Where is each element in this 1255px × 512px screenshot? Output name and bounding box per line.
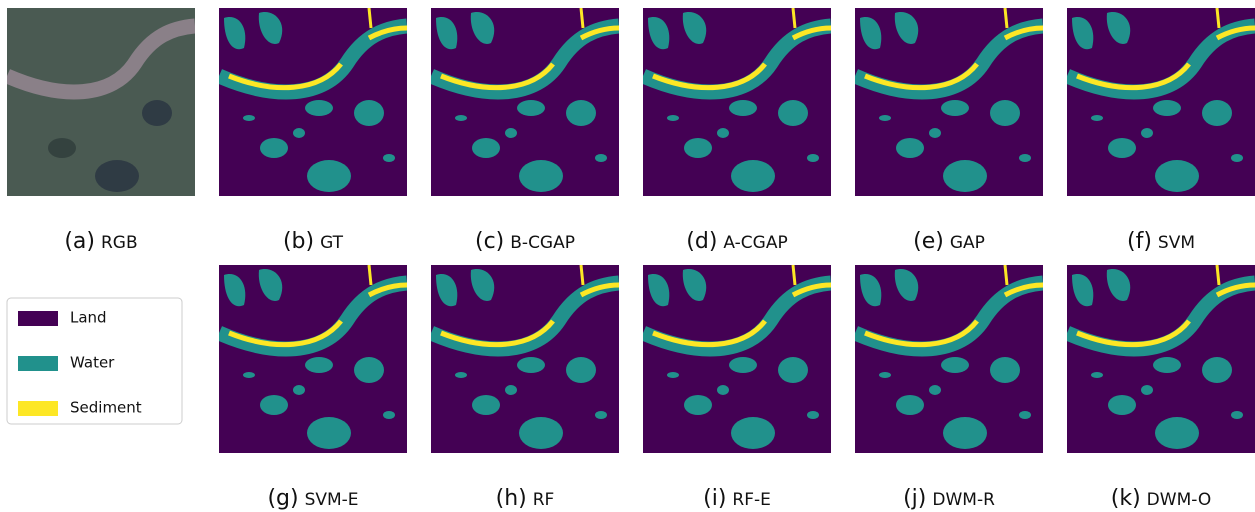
- caption-name: SVM: [1158, 233, 1195, 253]
- caption-tag: (b): [283, 229, 314, 254]
- caption: (g) SVM-E: [267, 486, 358, 511]
- panel-image: [1067, 8, 1255, 196]
- caption-name: RGB: [101, 233, 138, 253]
- caption-tag: (a): [64, 229, 95, 254]
- caption: (j) DWM-R: [903, 486, 995, 511]
- legend-label: Land: [70, 309, 107, 327]
- legend-label: Sediment: [70, 399, 142, 417]
- panel-image: [431, 265, 619, 453]
- caption-name: GAP: [950, 233, 985, 253]
- caption: (d) A-CGAP: [686, 229, 787, 254]
- caption-tag: (k): [1111, 486, 1141, 511]
- panel-image: [1067, 265, 1255, 453]
- caption: (a) RGB: [64, 229, 137, 254]
- caption-name: A-CGAP: [723, 233, 787, 253]
- caption: (e) GAP: [913, 229, 985, 254]
- legend-swatch: [18, 356, 58, 371]
- panel: (a) RGB: [7, 8, 195, 254]
- caption-tag: (c): [475, 229, 504, 254]
- caption-tag: (g): [267, 486, 298, 511]
- caption-tag: (d): [686, 229, 717, 254]
- legend: Land Water Sediment: [7, 298, 182, 424]
- panel-image: [219, 265, 407, 453]
- caption-tag: (i): [703, 486, 726, 511]
- panel: (g) SVM-E: [219, 265, 407, 511]
- panel: (h) RF: [431, 265, 619, 511]
- caption-name: SVM-E: [305, 490, 359, 510]
- caption-name: B-CGAP: [510, 233, 575, 253]
- panel-image: [643, 265, 831, 453]
- caption: (f) SVM: [1127, 229, 1195, 254]
- caption-tag: (j): [903, 486, 926, 511]
- legend-swatch: [18, 401, 58, 416]
- panel: (b) GT: [219, 8, 407, 254]
- panel-image: [219, 8, 407, 196]
- caption-tag: (h): [496, 486, 527, 511]
- caption-name: RF-E: [732, 490, 770, 510]
- caption-tag: (f): [1127, 229, 1152, 254]
- legend-swatch: [18, 311, 58, 326]
- caption-name: DWM-O: [1147, 490, 1212, 510]
- panel: (j) DWM-R: [855, 265, 1043, 511]
- caption: (h) RF: [496, 486, 555, 511]
- panel: (k) DWM-O: [1067, 265, 1255, 511]
- caption-tag: (e): [913, 229, 944, 254]
- panel-image: [643, 8, 831, 196]
- caption: (i) RF-E: [703, 486, 771, 511]
- panel-image: [431, 8, 619, 196]
- panel: (f) SVM: [1067, 8, 1255, 254]
- panel-image: [7, 8, 195, 196]
- caption-name: RF: [533, 490, 555, 510]
- panel: (c) B-CGAP: [431, 8, 619, 254]
- panel: (e) GAP: [855, 8, 1043, 254]
- panel-image: [855, 8, 1043, 196]
- caption-name: DWM-R: [932, 490, 995, 510]
- figure: Land Water Sediment (a) RGB (b) GT (c) B-CGAP (d…: [0, 0, 1255, 512]
- panel: (i) RF-E: [643, 265, 831, 511]
- caption: (c) B-CGAP: [475, 229, 575, 254]
- panel: (d) A-CGAP: [643, 8, 831, 254]
- caption-name: GT: [320, 233, 344, 253]
- legend-label: Water: [70, 354, 115, 372]
- caption: (k) DWM-O: [1111, 486, 1211, 511]
- caption: (b) GT: [283, 229, 344, 254]
- panel-image: [855, 265, 1043, 453]
